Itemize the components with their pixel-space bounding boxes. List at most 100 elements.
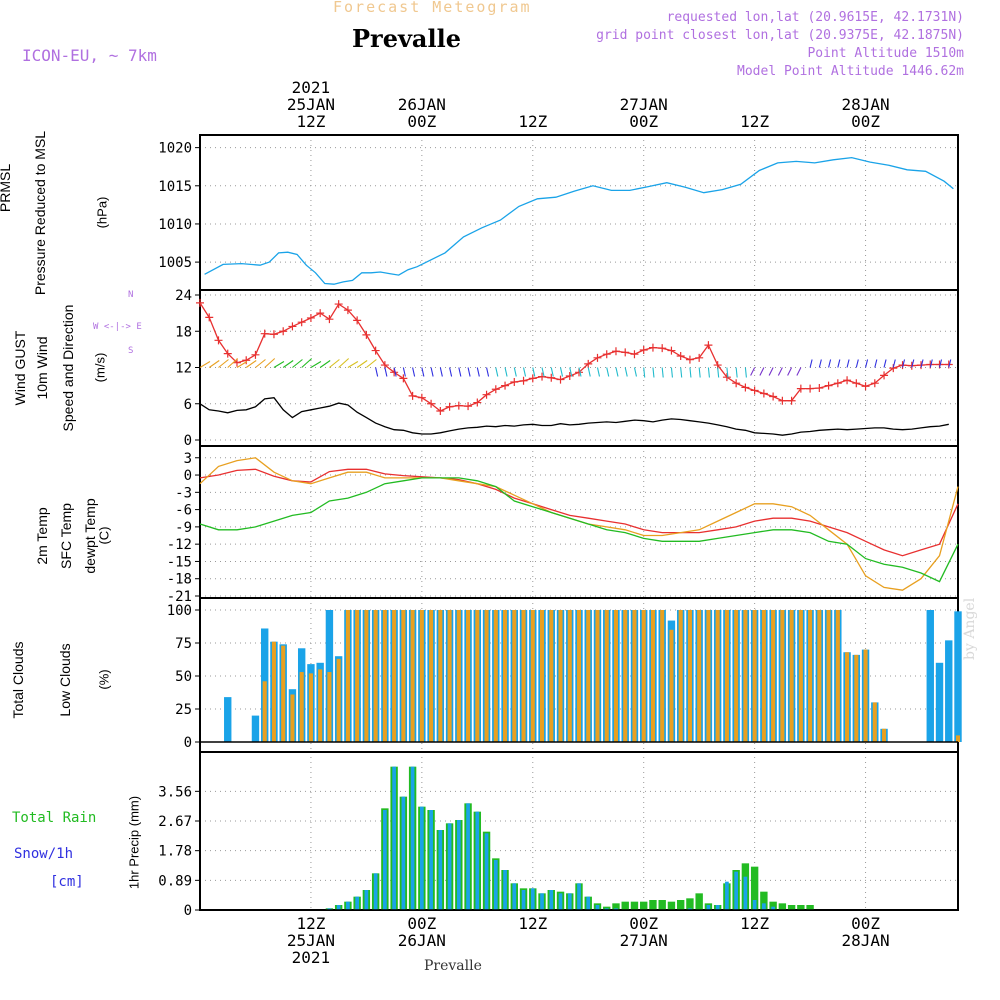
panel-frame [199, 445, 959, 599]
gust-marker [269, 330, 278, 339]
bar [429, 610, 434, 742]
time-label: 28JAN [841, 931, 889, 950]
bar [835, 610, 840, 742]
snow-unit: [cm] [50, 874, 84, 890]
gust-marker [528, 374, 537, 383]
wind-arrow [768, 367, 774, 376]
bar [845, 652, 850, 742]
gust-marker [417, 393, 426, 402]
gust-marker [611, 347, 620, 356]
time-label: 12Z [518, 112, 547, 131]
wind-arrow [929, 359, 933, 368]
bar [539, 610, 545, 742]
bar [475, 811, 480, 910]
gust-marker [769, 392, 778, 401]
wind-arrow [282, 360, 294, 368]
y-tick-label: 1.78 [158, 844, 192, 860]
bar [336, 658, 341, 742]
bar [882, 728, 887, 742]
wind-arrow [199, 361, 211, 368]
bar [327, 908, 332, 910]
wind-arrow [744, 367, 747, 378]
bar [512, 883, 517, 910]
bar [355, 896, 359, 910]
model-name: ICON-EU, ~ 7km [22, 46, 157, 65]
wind-arrow [596, 367, 601, 377]
time-label: 27JAN [620, 931, 668, 950]
bar [420, 806, 424, 910]
bar [621, 901, 629, 910]
bar [447, 610, 452, 742]
y-tick-label: 3.56 [158, 784, 192, 800]
y-tick-label: 0.89 [158, 873, 192, 889]
series-line [204, 156, 954, 285]
gust-marker [917, 361, 926, 370]
bar [650, 610, 655, 742]
bar [612, 903, 620, 910]
wind-arrow [541, 367, 545, 377]
bar [299, 672, 304, 742]
wind-arrow [513, 367, 517, 377]
bar [355, 610, 360, 742]
wind-arrow [578, 367, 582, 377]
gust-marker [815, 384, 824, 393]
bar [725, 881, 729, 910]
bar [456, 610, 461, 742]
bar [688, 908, 692, 910]
bar [475, 610, 480, 742]
wind-arrow [735, 367, 738, 378]
wind-arrow [375, 367, 379, 377]
wind-arrow [227, 358, 239, 368]
gust-marker [205, 313, 214, 322]
bar [863, 649, 868, 742]
series-line [199, 477, 959, 583]
time-label: 28JAN [841, 95, 889, 114]
wind-arrow [828, 359, 832, 368]
series-line [199, 457, 959, 591]
bar [586, 610, 591, 742]
gust-marker [223, 349, 232, 358]
y-tick-label: 24 [175, 288, 192, 304]
bar [945, 640, 953, 742]
gust-marker [852, 379, 861, 388]
bar [686, 898, 694, 910]
bar [521, 610, 526, 742]
gust-marker [436, 407, 445, 415]
y-tick-label: -3 [175, 485, 192, 501]
bar [438, 610, 443, 742]
wind-arrows [199, 358, 952, 378]
snow-label: Snow/1h [14, 846, 74, 862]
wind-arrow [467, 367, 471, 377]
gust-marker [667, 346, 676, 355]
bar [530, 610, 535, 742]
wind-arrow [218, 359, 229, 368]
series-line [199, 468, 959, 557]
gust-marker [491, 385, 500, 394]
wind-arrow [393, 367, 397, 377]
bar [401, 796, 406, 910]
wind-arrow [846, 359, 850, 368]
bar [466, 610, 471, 742]
panel-pressure: 1005 1010 1015 1020 [158, 134, 959, 291]
bar [447, 823, 452, 910]
wind-arrow [301, 358, 313, 368]
bar [567, 893, 572, 910]
gust-marker [732, 379, 741, 388]
bar [262, 681, 267, 742]
wind-arrow [874, 359, 878, 368]
bar [778, 903, 787, 910]
gust-marker [501, 381, 510, 390]
bar [780, 610, 785, 742]
wind-arrow [550, 367, 554, 377]
series-line [199, 397, 949, 436]
y-tick-label: 1020 [158, 141, 192, 157]
gust-marker [750, 386, 759, 395]
wind-arrow [787, 367, 793, 376]
bar [743, 876, 748, 910]
model-altitude: Model Point Altitude 1446.62m [737, 64, 964, 79]
y-tick-label: 100 [167, 603, 192, 619]
wind-arrow [476, 367, 480, 377]
bar [577, 883, 581, 910]
